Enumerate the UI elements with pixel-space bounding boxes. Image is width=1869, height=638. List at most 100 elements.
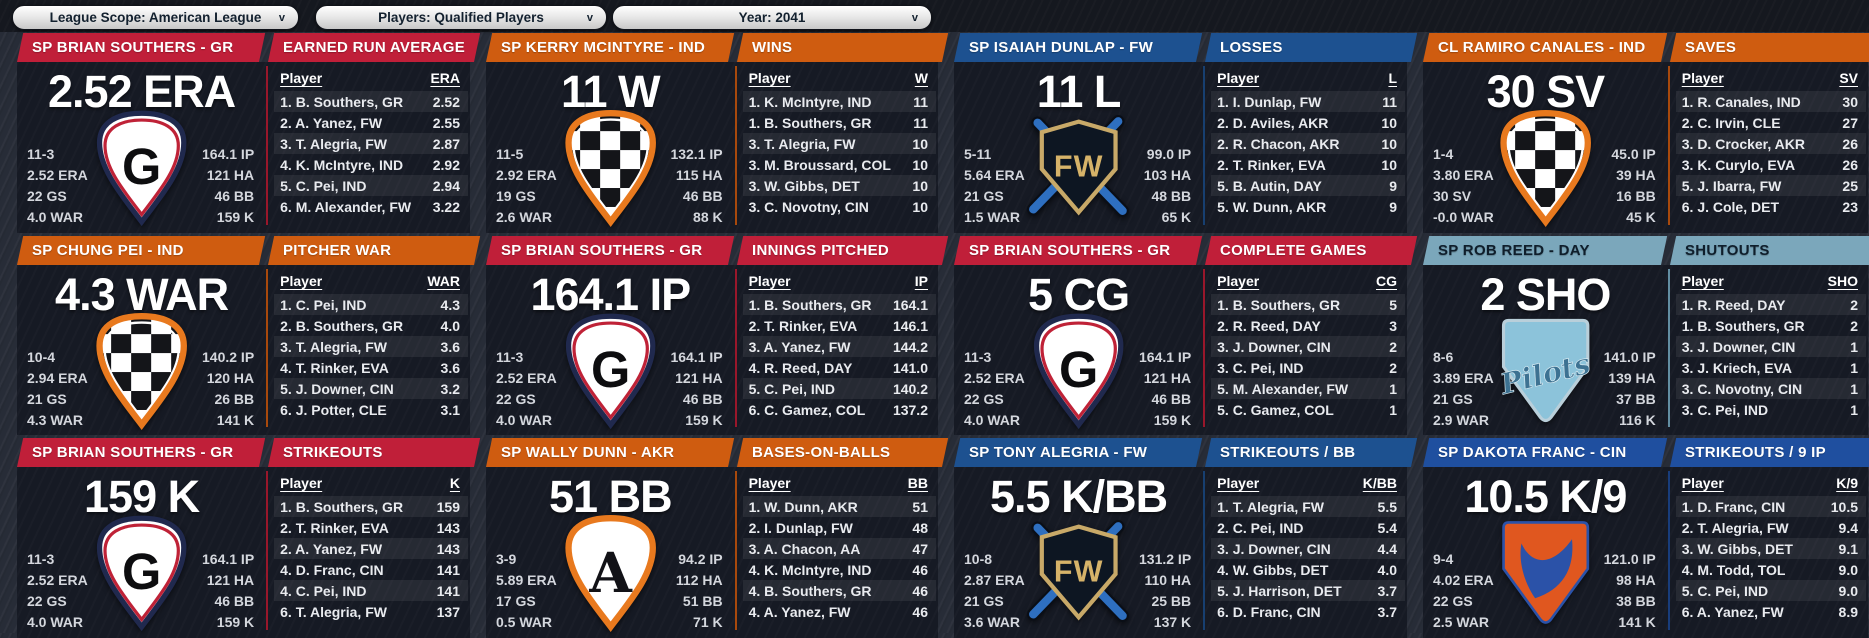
leaderboard-row[interactable]: 2. C. Irvin, CLE 27 <box>1676 112 1866 133</box>
card-player-header[interactable]: SP WALLY DUNN - AKR <box>486 438 734 467</box>
leaderboard-row[interactable]: 6. J. Potter, CLE 3.1 <box>274 399 468 420</box>
leaderboard-row[interactable]: 3. C. Pei, IND 1 <box>1676 399 1866 420</box>
year-dropdown[interactable]: Year: 2041 v <box>612 5 932 30</box>
leaderboard-row[interactable]: 4. A. Yanez, FW 46 <box>743 601 936 622</box>
leaderboard-row[interactable]: 1. R. Reed, DAY 2 <box>1675 294 1866 315</box>
card-player-header[interactable]: CL RAMIRO CANALES - IND <box>1423 33 1667 62</box>
team-logo-fw[interactable]: FW <box>954 514 1203 634</box>
team-logo-ind[interactable] <box>1423 109 1668 229</box>
leaderboard-row[interactable]: 5. J. Harrison, DET 3.7 <box>1211 580 1405 601</box>
leaderboard-row[interactable]: 1. B. Southers, GR 164.1 <box>742 294 936 315</box>
card-player-header[interactable]: SP BRIAN SOUTHERS - GR <box>954 236 1203 265</box>
team-logo-fw[interactable]: FW <box>954 109 1203 229</box>
leaderboard-row[interactable]: 4. C. Pei, IND 141 <box>274 580 468 601</box>
leaderboard-row[interactable]: 6. T. Alegria, FW 137 <box>274 601 468 622</box>
leaderboard-row[interactable]: 5. C. Pei, IND 2.94 <box>274 175 468 196</box>
leaderboard-row[interactable]: 2. T. Alegria, FW 9.4 <box>1676 517 1866 538</box>
leaderboard-row[interactable]: 4. K. McIntyre, IND 2.92 <box>274 154 468 175</box>
team-logo-gr[interactable]: G <box>486 312 735 432</box>
team-logo-ind[interactable] <box>486 109 735 229</box>
leaderboard-row[interactable]: 1. B. Southers, GR 2 <box>1676 315 1866 336</box>
team-logo-gr[interactable]: G <box>17 109 266 229</box>
leaderboard-row[interactable]: 1. C. Pei, IND 4.3 <box>274 294 468 315</box>
leaderboard-row[interactable]: 5. J. Ibarra, FW 25 <box>1675 175 1866 196</box>
leaderboard-row[interactable]: 3. W. Gibbs, DET 10 <box>742 175 936 196</box>
leaderboard-row[interactable]: 3. C. Novotny, CIN 1 <box>1675 378 1866 399</box>
card-player-header[interactable]: SP TONY ALEGRIA - FW <box>954 438 1203 467</box>
leaderboard-row[interactable]: 6. A. Yanez, FW 8.9 <box>1676 601 1866 622</box>
leaderboard-row[interactable]: 2. A. Yanez, FW 143 <box>274 538 468 559</box>
leaderboard-row[interactable]: 3. K. Curylo, EVA 26 <box>1676 154 1866 175</box>
team-logo-gr[interactable]: G <box>954 312 1203 432</box>
leaderboard-row[interactable]: 3. T. Alegria, FW 10 <box>742 133 936 154</box>
leaderboard-row[interactable]: 5. C. Gamez, COL 1 <box>1211 399 1405 420</box>
card-player-header[interactable]: SP BRIAN SOUTHERS - GR <box>486 236 734 265</box>
leaderboard-row[interactable]: 6. J. Cole, DET 23 <box>1676 196 1866 217</box>
leaderboard-row[interactable]: 2. I. Dunlap, FW 48 <box>743 517 936 538</box>
card-player-header[interactable]: SP CHUNG PEI - IND <box>17 236 266 265</box>
leaderboard-row[interactable]: 4. D. Franc, CIN 141 <box>274 559 468 580</box>
leaderboard-row[interactable]: 1. B. Southers, GR 159 <box>274 496 468 517</box>
leaderboard-row[interactable]: 6. C. Gamez, COL 137.2 <box>743 399 936 420</box>
leaderboard-row[interactable]: 2. B. Southers, GR 4.0 <box>274 315 468 336</box>
leaderboard-row[interactable]: 3. T. Alegria, FW 3.6 <box>274 336 468 357</box>
leaderboard-row[interactable]: 3. M. Broussard, COL 10 <box>743 154 936 175</box>
card-player-header[interactable]: SP ISAIAH DUNLAP - FW <box>954 33 1203 62</box>
leaderboard-row[interactable]: 4. T. Rinker, EVA 3.6 <box>274 357 468 378</box>
team-logo-akr[interactable]: A <box>486 514 735 634</box>
leaderboard-row[interactable]: 3. J. Downer, CIN 2 <box>1211 336 1405 357</box>
leaderboard-row[interactable]: 1. I. Dunlap, FW 11 <box>1211 91 1405 112</box>
leaderboard-row[interactable]: 2. R. Chacon, AKR 10 <box>1211 133 1405 154</box>
leaderboard-row[interactable]: 3. J. Kriech, EVA 1 <box>1676 357 1866 378</box>
card-player-header[interactable]: SP KERRY MCINTYRE - IND <box>486 33 734 62</box>
leaderboard-row[interactable]: 1. R. Canales, IND 30 <box>1675 91 1866 112</box>
leaderboard-row[interactable]: 6. M. Alexander, FW 3.22 <box>274 196 468 217</box>
team-logo-ind[interactable] <box>17 312 266 432</box>
leaderboard-row[interactable]: 3. J. Downer, CIN 4.4 <box>1211 538 1405 559</box>
team-logo-gr[interactable]: G <box>17 514 266 634</box>
leaderboard-row[interactable]: 5. M. Alexander, FW 1 <box>1211 378 1405 399</box>
leaderboard-row[interactable]: 2. C. Pei, IND 5.4 <box>1211 517 1405 538</box>
leaderboard-row[interactable]: 2. T. Rinker, EVA 143 <box>274 517 468 538</box>
leaderboard-row[interactable]: 5. W. Dunn, AKR 9 <box>1211 196 1405 217</box>
leaderboard-row[interactable]: 4. R. Reed, DAY 141.0 <box>743 357 936 378</box>
leaderboard-row[interactable]: 1. T. Alegria, FW 5.5 <box>1211 496 1405 517</box>
leaderboard-row[interactable]: 5. J. Downer, CIN 3.2 <box>274 378 468 399</box>
leaderboard-row[interactable]: 3. C. Pei, IND 2 <box>1211 357 1405 378</box>
leaderboard-row[interactable]: 1. W. Dunn, AKR 51 <box>742 496 936 517</box>
leaderboard-row[interactable]: 3. T. Alegria, FW 2.87 <box>274 133 468 154</box>
leaderboard-row[interactable]: 2. R. Reed, DAY 3 <box>1211 315 1405 336</box>
leaderboard-row[interactable]: 3. D. Crocker, AKR 26 <box>1675 133 1866 154</box>
leaderboard-row[interactable]: 5. B. Autin, DAY 9 <box>1211 175 1405 196</box>
leaderboard-row[interactable]: 1. B. Southers, GR 11 <box>743 112 936 133</box>
leaderboard-row[interactable]: 3. J. Downer, CIN 1 <box>1675 336 1866 357</box>
leaderboard-row[interactable]: 1. K. McIntyre, IND 11 <box>742 91 936 112</box>
leaderboard-row[interactable]: 2. T. Rinker, EVA 10 <box>1211 154 1405 175</box>
leaderboard-row[interactable]: 5. C. Pei, IND 9.0 <box>1675 580 1866 601</box>
leaderboard-row[interactable]: 3. A. Chacon, AA 47 <box>742 538 936 559</box>
leaderboard-row[interactable]: 1. B. Southers, GR 5 <box>1211 294 1405 315</box>
card-player-header[interactable]: SP ROB REED - DAY <box>1423 236 1667 265</box>
card-player-header[interactable]: SP BRIAN SOUTHERS - GR <box>17 33 266 62</box>
leaderboard-row[interactable]: 2. A. Yanez, FW 2.55 <box>274 112 468 133</box>
leaderboard-value: 1 <box>1850 359 1858 376</box>
card-player-header[interactable]: SP DAKOTA FRANC - CIN <box>1423 438 1667 467</box>
leaderboard-row[interactable]: 3. C. Novotny, CIN 10 <box>743 196 936 217</box>
leaderboard-row[interactable]: 2. T. Rinker, EVA 146.1 <box>743 315 936 336</box>
team-logo-day[interactable]: Pilots <box>1423 312 1668 432</box>
leaderboard-row[interactable]: 3. W. Gibbs, DET 9.1 <box>1675 538 1866 559</box>
leaderboard-row[interactable]: 3. A. Yanez, FW 144.2 <box>742 336 936 357</box>
leaderboard-row[interactable]: 1. B. Southers, GR 2.52 <box>274 91 468 112</box>
leaderboard-row[interactable]: 4. M. Todd, TOL 9.0 <box>1676 559 1866 580</box>
leaderboard-row[interactable]: 6. D. Franc, CIN 3.7 <box>1211 601 1405 622</box>
team-logo-cin[interactable] <box>1423 514 1668 634</box>
leaderboard-row[interactable]: 4. W. Gibbs, DET 4.0 <box>1211 559 1405 580</box>
leaderboard-row[interactable]: 1. D. Franc, CIN 10.5 <box>1675 496 1866 517</box>
leaderboard-row[interactable]: 4. K. McIntyre, IND 46 <box>743 559 936 580</box>
leaderboard-row[interactable]: 4. B. Southers, GR 46 <box>742 580 936 601</box>
players-filter-dropdown[interactable]: Players: Qualified Players v <box>315 5 607 30</box>
leaderboard-row[interactable]: 2. D. Aviles, AKR 10 <box>1211 112 1405 133</box>
leaderboard-row[interactable]: 5. C. Pei, IND 140.2 <box>742 378 936 399</box>
league-scope-dropdown[interactable]: League Scope: American League v <box>12 5 299 30</box>
card-player-header[interactable]: SP BRIAN SOUTHERS - GR <box>17 438 266 467</box>
